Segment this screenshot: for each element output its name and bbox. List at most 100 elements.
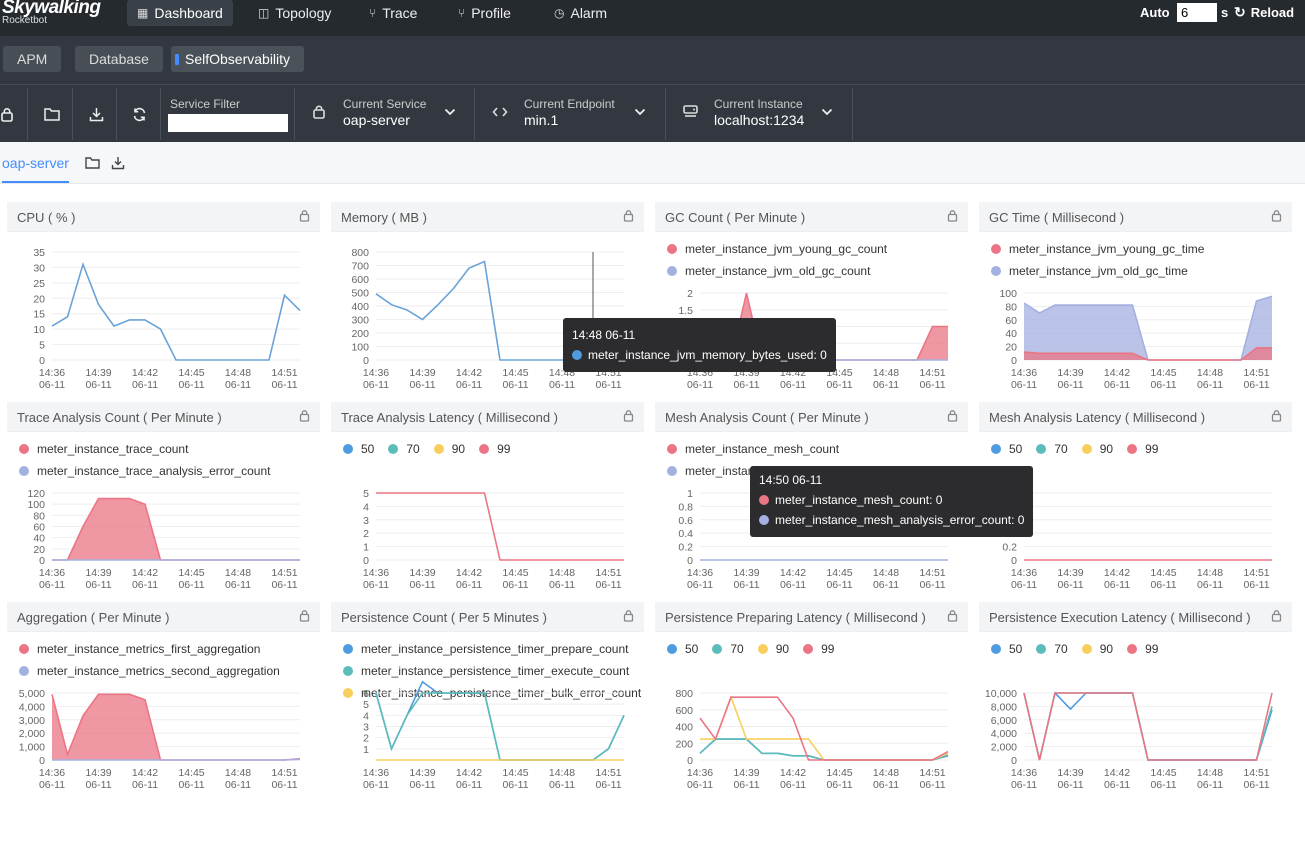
legend-item[interactable]: 50 [343, 442, 374, 456]
legend-item[interactable]: 90 [757, 642, 789, 656]
lock-icon[interactable] [299, 409, 310, 427]
current-endpoint-selector[interactable]: Current Endpoint min.1 [475, 85, 665, 141]
chart-panel: Trace Analysis Count ( Per Minute ) meter… [7, 402, 320, 591]
legend-dot [991, 266, 1001, 276]
legend-item[interactable]: meter_instance_trace_count [19, 442, 188, 456]
x-tick-label: 14:45 [502, 367, 528, 379]
y-tick-label: 0 [39, 755, 45, 767]
legend-item[interactable]: 50 [991, 442, 1022, 456]
legend-item[interactable]: meter_instance_trace_analysis_error_coun… [19, 464, 270, 478]
x-tick-date: 06-11 [1150, 779, 1176, 791]
nav-alarm[interactable]: ◷ Alarm [544, 0, 617, 26]
service-filter-input[interactable] [168, 114, 288, 132]
panel-header: Mesh Analysis Latency ( Millisecond ) [979, 402, 1292, 432]
lock-icon[interactable] [947, 609, 958, 627]
legend-label: meter_instance_metrics_second_aggregatio… [37, 664, 280, 678]
legend-item[interactable]: meter_instance_persistence_timer_execute… [343, 664, 629, 678]
x-tick-date: 06-11 [549, 379, 575, 391]
legend-label: 50 [1009, 442, 1023, 456]
legend-item[interactable]: meter_instance_jvm_young_gc_time [991, 242, 1204, 256]
x-tick-label: 14:36 [687, 767, 713, 779]
x-tick-label: 14:42 [780, 767, 806, 779]
legend-item[interactable]: meter_instance_metrics_second_aggregatio… [19, 664, 280, 678]
tab-selfobservability[interactable]: SelfObservability [171, 46, 305, 72]
legend-item[interactable]: 99 [1127, 642, 1158, 656]
lock-icon[interactable] [299, 209, 310, 227]
lock-icon[interactable] [623, 209, 634, 227]
legend-dot [667, 244, 677, 254]
legend-item[interactable]: meter_instance_jvm_old_gc_time [991, 264, 1188, 278]
auto-refresh-label[interactable]: Auto [1140, 5, 1170, 20]
alarm-icon: ◷ [554, 6, 565, 20]
y-tick-label: 0.6 [678, 515, 693, 527]
legend-dot [803, 644, 814, 654]
tab-label: SelfObservability [185, 51, 291, 67]
legend-item[interactable]: 50 [667, 642, 698, 656]
lock-icon[interactable] [299, 609, 310, 627]
x-tick-label: 14:48 [225, 767, 251, 779]
x-tick-label: 14:51 [595, 567, 621, 579]
legend-item[interactable]: 90 [433, 442, 465, 456]
refresh-icon[interactable] [132, 107, 147, 126]
x-tick-date: 06-11 [919, 379, 945, 391]
legend-item[interactable]: 99 [479, 442, 510, 456]
nav-dashboard[interactable]: ▦ Dashboard [127, 0, 233, 26]
lock-icon[interactable] [1271, 409, 1282, 427]
divider [27, 88, 28, 140]
legend-item[interactable]: 99 [1127, 442, 1158, 456]
folder-icon[interactable] [85, 156, 100, 172]
y-tick-label: 80 [33, 510, 45, 522]
current-instance-selector[interactable]: Current Instance localhost:1234 [666, 85, 852, 141]
lock-icon[interactable] [623, 409, 634, 427]
x-tick-date: 06-11 [39, 579, 65, 591]
x-tick-date: 06-11 [733, 779, 759, 791]
legend-item[interactable]: 70 [1036, 642, 1068, 656]
y-tick-label: 15 [33, 309, 45, 321]
legend-item[interactable]: 90 [1081, 642, 1113, 656]
x-tick-label: 14:51 [919, 367, 945, 379]
legend-item[interactable]: 50 [991, 642, 1022, 656]
nav-profile[interactable]: ⑂ Profile [448, 0, 521, 26]
legend-label: 99 [1145, 642, 1159, 656]
x-tick-date: 06-11 [85, 779, 111, 791]
legend-item[interactable]: meter_instance_jvm_young_gc_count [667, 242, 887, 256]
legend-item[interactable]: 70 [1036, 442, 1068, 456]
x-tick-date: 06-11 [687, 779, 713, 791]
lock-icon[interactable] [1271, 609, 1282, 627]
y-tick-label: 120 [27, 488, 45, 500]
layer-tabs: APM Database SelfObservability [0, 36, 1305, 84]
logo[interactable]: Skywalking Rocketbot [2, 0, 101, 26]
reload-button[interactable]: ↻ Reload [1234, 4, 1294, 21]
legend-item[interactable]: 90 [1081, 442, 1113, 456]
legend-item[interactable]: meter_instance_metrics_first_aggregation [19, 642, 260, 656]
nav-trace[interactable]: ⑂ Trace [359, 0, 427, 26]
legend-item[interactable]: 70 [388, 442, 420, 456]
auto-refresh-interval-input[interactable] [1177, 3, 1217, 22]
current-service-selector[interactable]: Current Service oap-server [295, 85, 474, 141]
folder-icon[interactable] [44, 107, 60, 125]
lock-icon[interactable] [947, 209, 958, 227]
legend-dot [667, 644, 677, 654]
x-tick-date: 06-11 [1011, 579, 1037, 591]
x-tick-date: 06-11 [1197, 579, 1223, 591]
legend-item[interactable]: 70 [712, 642, 744, 656]
tab-database[interactable]: Database [75, 46, 163, 72]
lock-icon[interactable] [947, 409, 958, 427]
y-tick-label: 500 [351, 288, 369, 300]
legend-item[interactable]: meter_instance_persistence_timer_prepare… [343, 642, 629, 656]
legend-item[interactable]: meter_instance_jvm_old_gc_count [667, 264, 870, 278]
download-icon[interactable] [111, 156, 125, 173]
lock-icon[interactable] [1271, 209, 1282, 227]
reload-icon: ↻ [1234, 4, 1246, 20]
panel-header: Trace Analysis Latency ( Millisecond ) [331, 402, 644, 432]
lock-icon[interactable] [0, 107, 14, 126]
lock-icon[interactable] [623, 609, 634, 627]
y-tick-label: 100 [27, 499, 45, 511]
tab-oap-server[interactable]: oap-server [2, 155, 69, 183]
series-line [376, 492, 624, 561]
legend-item[interactable]: 99 [803, 642, 834, 656]
nav-topology[interactable]: ◫ Topology [248, 0, 341, 26]
tab-apm[interactable]: APM [3, 46, 62, 72]
download-icon[interactable] [89, 107, 104, 126]
legend-item[interactable]: meter_instance_mesh_count [667, 442, 839, 456]
